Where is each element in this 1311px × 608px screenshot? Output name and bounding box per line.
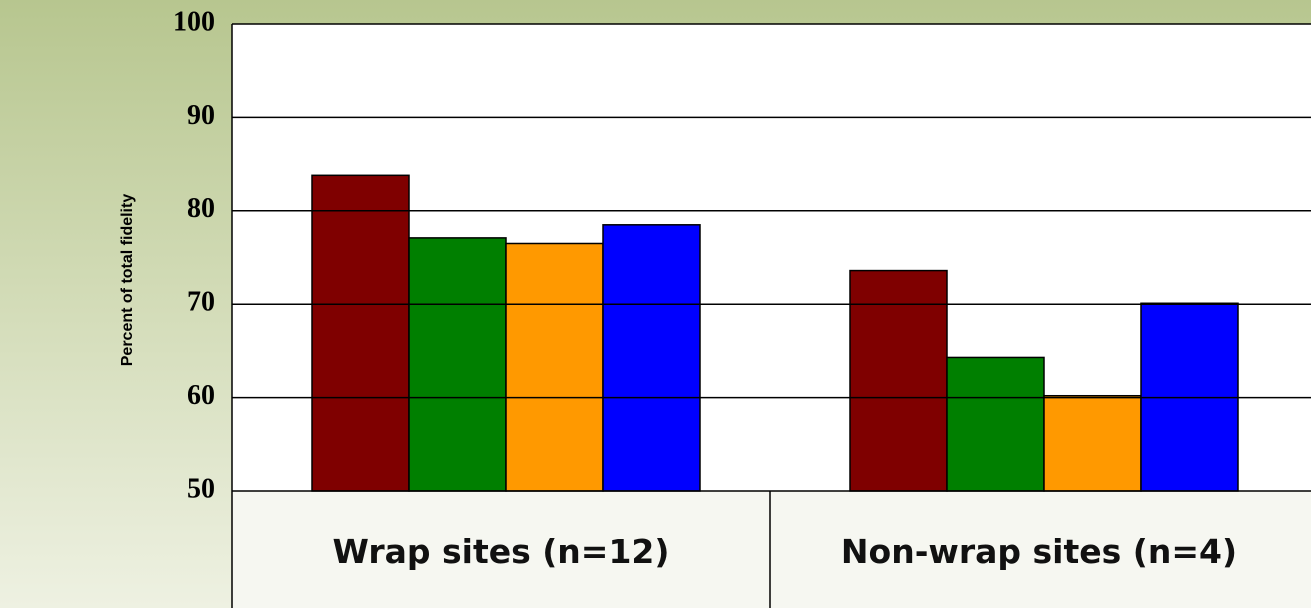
category-band	[232, 491, 1311, 608]
y-tick-label: 100	[173, 6, 215, 37]
y-tick-label: 50	[187, 473, 215, 504]
y-axis-label: Percent of total fidelity	[119, 194, 136, 367]
bar	[311, 174, 410, 492]
y-tick-label: 90	[187, 100, 215, 131]
x-tick-label: Non-wrap sites (n=4)	[840, 531, 1238, 571]
x-tick-label: Wrap sites (n=12)	[332, 531, 670, 571]
y-tick-label: 60	[187, 380, 215, 411]
bar	[946, 356, 1045, 492]
y-tick-label: 80	[187, 193, 215, 224]
y-tick-label: 70	[187, 287, 215, 318]
bar	[849, 269, 948, 492]
bar	[505, 242, 604, 492]
bar	[1043, 394, 1142, 492]
bar	[408, 237, 507, 492]
bar	[602, 224, 701, 492]
